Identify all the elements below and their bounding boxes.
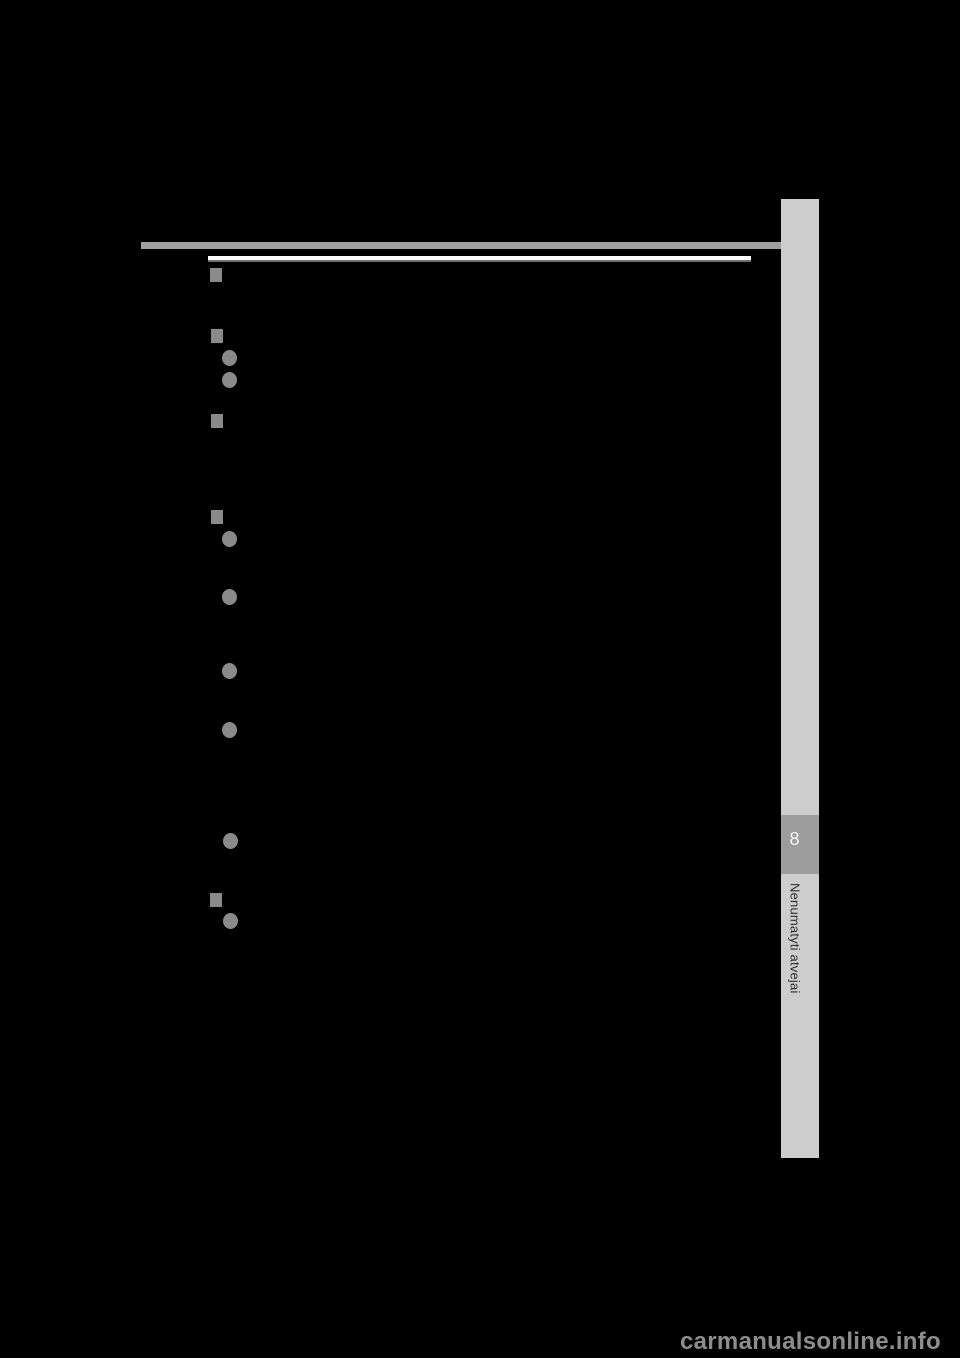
section-header-bar [141, 242, 781, 249]
list-bullet-square-icon [211, 510, 223, 524]
list-bullet-circle-icon [222, 663, 237, 679]
watermark-text: carmanualsonline.info [680, 1328, 942, 1355]
list-bullet-circle-icon [223, 833, 238, 849]
list-bullet-circle-icon [222, 531, 237, 547]
list-bullet-circle-icon [222, 722, 237, 738]
list-bullet-square-icon [211, 414, 223, 428]
list-bullet-square-icon [210, 893, 222, 907]
chapter-number: 8 [789, 828, 800, 849]
chapter-sidebar: 8 [781, 199, 819, 1158]
list-bullet-circle-icon [222, 350, 237, 366]
list-bullet-circle-icon [222, 589, 237, 605]
chapter-title-vertical: Nenumatyti atvejai [787, 883, 803, 994]
list-bullet-square-icon [211, 329, 223, 343]
list-bullet-circle-icon [222, 372, 237, 388]
header-rule-bottom [208, 260, 751, 262]
list-bullet-circle-icon [223, 913, 238, 929]
header-rule-top [208, 256, 751, 260]
chapter-number-badge: 8 [781, 815, 819, 874]
list-bullet-square-icon [210, 268, 222, 282]
